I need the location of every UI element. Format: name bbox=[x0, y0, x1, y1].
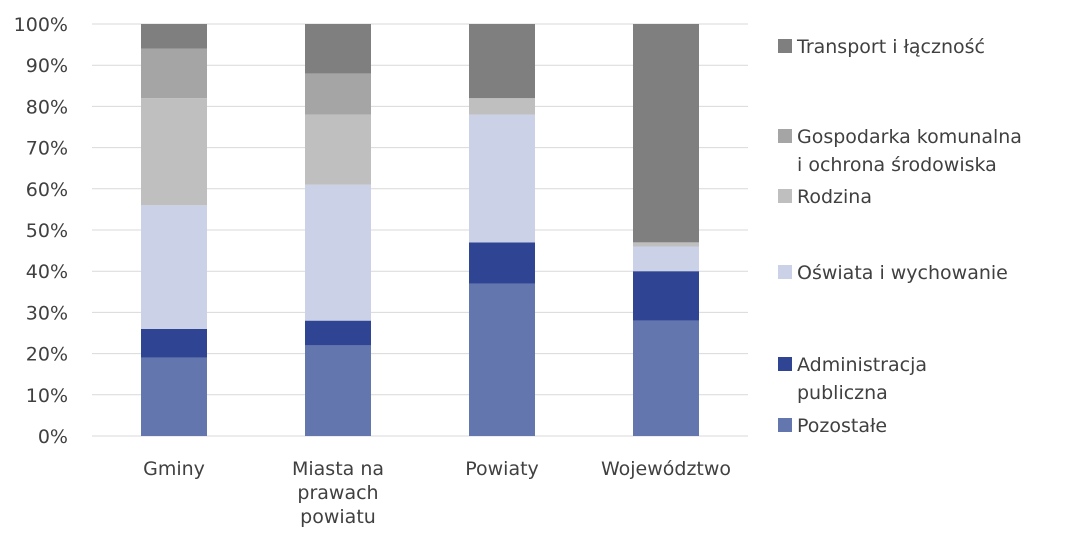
y-axis-tick-labels: 0% 10% 20% 30% 40% 50% 60% 70% 80% 90% 100% bbox=[14, 14, 68, 448]
y-tick-label: 80% bbox=[26, 96, 68, 118]
x-category-label: Województwo bbox=[601, 458, 731, 480]
bar-segment-c1-s1 bbox=[305, 320, 371, 346]
bar-segment-c3-s0 bbox=[633, 320, 699, 436]
bar-segment-c1-s4 bbox=[305, 73, 371, 115]
bar-segment-c1-s0 bbox=[305, 345, 371, 436]
legend-label: Administracja publiczna bbox=[797, 354, 927, 404]
bar-segment-c1-s3 bbox=[305, 114, 371, 185]
y-tick-label: 10% bbox=[26, 385, 68, 407]
legend-swatch bbox=[778, 189, 792, 203]
bar-segment-c3-s2 bbox=[633, 246, 699, 272]
x-axis-category-labels: Gminy Miasta na prawach powiatu Powiaty Wojew… bbox=[143, 458, 731, 528]
bar-segment-c0-s5 bbox=[141, 24, 207, 49]
bar-segment-c0-s4 bbox=[141, 48, 207, 99]
legend-swatch bbox=[778, 39, 792, 53]
bar-segment-c0-s3 bbox=[141, 98, 207, 206]
y-tick-label: 60% bbox=[26, 179, 68, 201]
y-tick-label: 20% bbox=[26, 344, 68, 366]
legend-label: Oświata i wychowanie bbox=[797, 262, 1008, 284]
legend-label: Pozostałe bbox=[797, 415, 887, 437]
bar-segment-c2-s1 bbox=[469, 242, 535, 284]
bar-segment-c0-s2 bbox=[141, 205, 207, 329]
x-category-label: Miasta na prawach powiatu bbox=[292, 458, 384, 528]
legend-swatch bbox=[778, 129, 792, 143]
bar-segment-c1-s5 bbox=[305, 24, 371, 74]
bars bbox=[141, 24, 699, 436]
bar-segment-c2-s2 bbox=[469, 114, 535, 243]
bar-segment-c3-s1 bbox=[633, 271, 699, 321]
bar-segment-c1-s2 bbox=[305, 184, 371, 321]
bar-segment-c2-s0 bbox=[469, 283, 535, 436]
y-tick-label: 0% bbox=[38, 426, 68, 448]
bar-segment-c0-s1 bbox=[141, 328, 207, 358]
bar-segment-c0-s0 bbox=[141, 357, 207, 436]
legend-swatch bbox=[778, 418, 792, 432]
legend-swatch bbox=[778, 265, 792, 279]
y-tick-label: 70% bbox=[26, 138, 68, 160]
legend-label: Rodzina bbox=[797, 186, 872, 208]
legend-label: Gospodarka komunalna i ochrona środowiska bbox=[797, 126, 1022, 176]
y-tick-label: 30% bbox=[26, 302, 68, 324]
y-tick-label: 90% bbox=[26, 55, 68, 77]
bar-segment-c3-s3 bbox=[633, 242, 699, 247]
bar-segment-c2-s5 bbox=[469, 24, 535, 99]
y-tick-label: 40% bbox=[26, 261, 68, 283]
x-category-label: Powiaty bbox=[465, 458, 539, 480]
bar-segment-c2-s3 bbox=[469, 98, 535, 115]
y-tick-label: 50% bbox=[26, 220, 68, 242]
bar-segment-c3-s5 bbox=[633, 24, 699, 243]
legend: Transport i łączność Gospodarka komunalna… bbox=[778, 36, 1022, 437]
x-category-label: Gminy bbox=[143, 458, 205, 480]
legend-swatch bbox=[778, 357, 792, 371]
y-tick-label: 100% bbox=[14, 14, 68, 36]
legend-label: Transport i łączność bbox=[796, 36, 985, 58]
